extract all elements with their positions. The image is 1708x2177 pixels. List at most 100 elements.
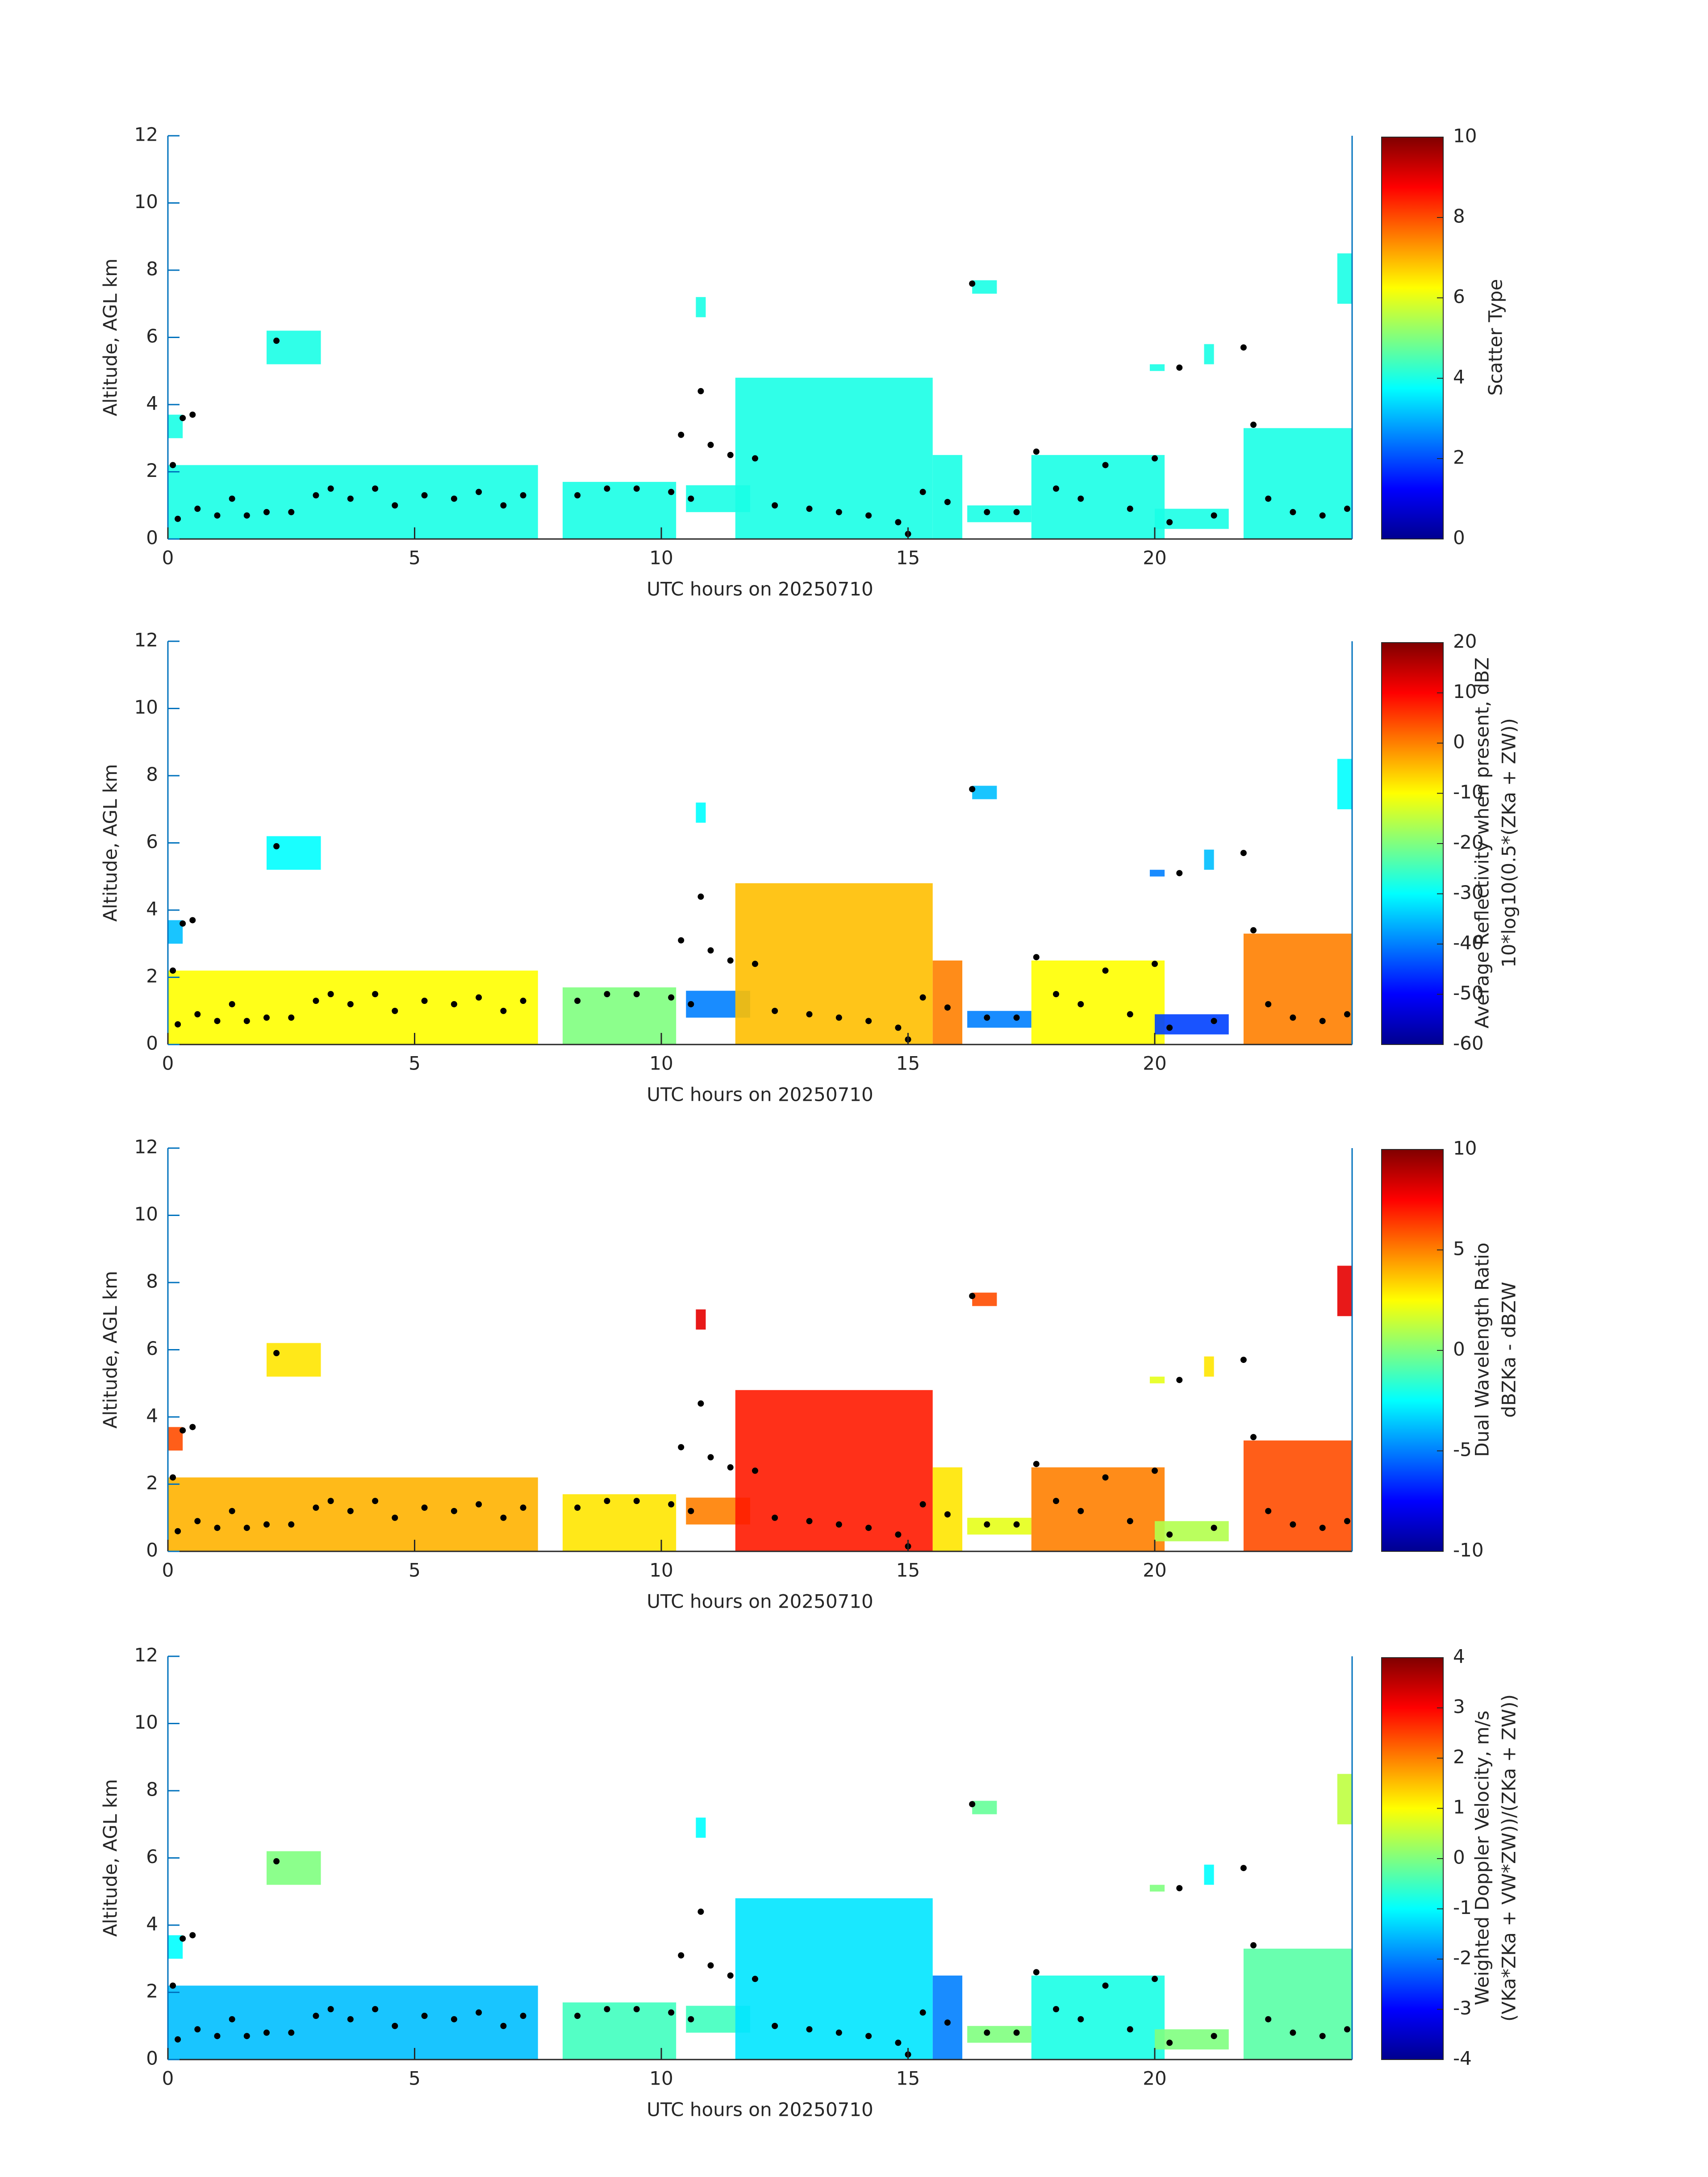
cloud-base-point [194, 1518, 201, 1525]
y-tick-label: 4 [146, 1913, 158, 1935]
colorbar-tick-label: -20 [1453, 832, 1484, 853]
cloud-base-point [752, 455, 758, 462]
cloud-base-point [984, 509, 990, 515]
cloud-base-point [189, 1424, 196, 1430]
data-cell [1243, 933, 1352, 1045]
colorbar-tick-label: -30 [1453, 882, 1484, 903]
colorbar-label: Scatter Type [1485, 279, 1507, 396]
cloud-base-point [1077, 2016, 1084, 2022]
cloud-base-point [1211, 2033, 1217, 2039]
data-cell [972, 786, 997, 799]
cloud-base-point [1033, 1461, 1040, 1467]
x-tick-label: 5 [409, 1559, 421, 1581]
cloud-base-point [944, 1511, 951, 1518]
data-cell [267, 330, 321, 364]
y-tick-label: 0 [146, 1032, 158, 1054]
cloud-base-point [668, 489, 675, 495]
cloud-base-point [313, 2013, 319, 2019]
cloud-base-point [688, 1001, 694, 1007]
cloud-base-point [688, 495, 694, 502]
data-cell [932, 1467, 963, 1551]
colorbar-tick-label: 2 [1453, 447, 1465, 468]
data-cell [168, 970, 538, 1045]
x-tick-label: 10 [649, 1559, 673, 1581]
cloud-base-point [1290, 1521, 1296, 1528]
y-tick-label: 8 [146, 1779, 158, 1801]
cloud-base-point [1102, 462, 1109, 468]
data-cell [972, 1801, 997, 1814]
colorbar-label: dBZKa - dBZW [1498, 1282, 1520, 1417]
x-tick-label: 15 [896, 2068, 920, 2089]
y-axis-label: Altitude, AGL km [100, 764, 121, 922]
cloud-base-point [633, 485, 640, 492]
cloud-base-point [678, 937, 685, 944]
cloud-base-point [313, 492, 319, 499]
cloud-base-point [604, 991, 610, 998]
cloud-base-point [865, 512, 872, 519]
x-tick-label: 15 [896, 1559, 920, 1581]
y-tick-label: 6 [146, 1337, 158, 1359]
cloud-base-point [895, 1024, 902, 1031]
cloud-base-point [1250, 1942, 1257, 1949]
cloud-base-point [633, 2006, 640, 2013]
cloud-base-point [919, 1501, 926, 1508]
cloud-base-point [194, 506, 201, 512]
cloud-base-point [263, 1014, 270, 1021]
cloud-base-point [421, 1504, 428, 1511]
cloud-base-point [1250, 927, 1257, 934]
cloud-base-point [1013, 2029, 1020, 2036]
cloud-base-point [697, 1908, 704, 1915]
cloud-base-point [229, 495, 235, 502]
y-tick-label: 0 [146, 2047, 158, 2069]
cloud-base-point [229, 1508, 235, 1514]
cloud-base-point [707, 947, 714, 954]
data-cell [168, 465, 538, 539]
cloud-base-point [476, 2009, 482, 2016]
y-tick-label: 4 [146, 1405, 158, 1427]
cloud-base-point [347, 2016, 354, 2022]
colorbar-tick-label: 10 [1453, 1137, 1477, 1159]
cloud-base-point [392, 2022, 398, 2029]
data-cell [1155, 1014, 1229, 1035]
cloud-base-point [752, 961, 758, 967]
colorbar-tick-label: 0 [1453, 527, 1465, 549]
cloud-base-point [707, 1454, 714, 1461]
cloud-base-point [263, 509, 270, 515]
cloud-base-point [273, 338, 280, 344]
cloud-base-point [806, 506, 813, 512]
colorbar-tick-label: -5 [1453, 1439, 1472, 1461]
cloud-base-point [668, 2009, 675, 2016]
cloud-base-point [727, 1464, 734, 1471]
data-cell [696, 1309, 706, 1330]
x-tick-label: 15 [896, 547, 920, 569]
y-axis-label: Altitude, AGL km [100, 259, 121, 416]
cloud-base-point [727, 451, 734, 458]
cloud-base-point [574, 492, 581, 499]
cloud-base-point [1077, 1508, 1084, 1514]
cloud-base-point [688, 2016, 694, 2022]
cloud-base-point [392, 502, 398, 509]
data-cell [1337, 1266, 1352, 1316]
x-tick-label: 20 [1143, 547, 1166, 569]
cloud-base-point [678, 1952, 685, 1959]
colorbar-tick-label: -4 [1453, 2047, 1472, 2069]
cloud-base-point [772, 1007, 778, 1014]
cloud-base-point [1240, 1357, 1247, 1363]
data-cell [967, 1517, 1031, 1535]
cloud-base-point [1290, 2029, 1296, 2036]
cloud-base-point [372, 991, 379, 998]
cloud-base-point [1077, 495, 1084, 502]
cloud-base-point [229, 1001, 235, 1007]
cloud-base-point [1102, 1982, 1109, 1989]
cloud-base-point [707, 442, 714, 448]
cloud-base-point [895, 2039, 902, 2046]
cloud-base-point [1319, 1525, 1326, 1531]
cloud-base-point [451, 2016, 457, 2022]
cloud-base-point [806, 1518, 813, 1525]
y-tick-label: 8 [146, 1270, 158, 1292]
cloud-base-point [214, 512, 221, 519]
colorbar-tick-label: -1 [1453, 1897, 1472, 1918]
cloud-base-point [1166, 519, 1173, 526]
y-tick-label: 8 [146, 764, 158, 786]
data-cell [972, 1292, 997, 1306]
